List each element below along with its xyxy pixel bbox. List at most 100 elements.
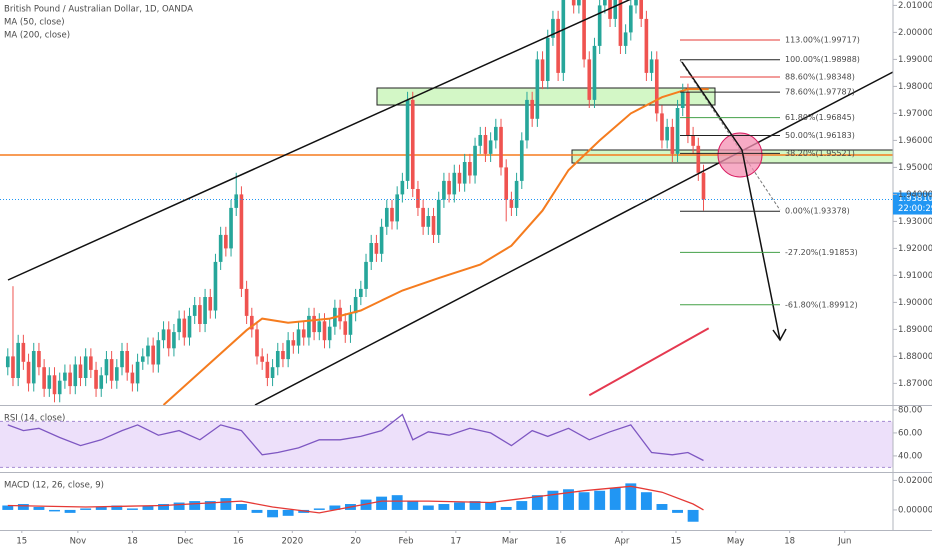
trend-line (254, 71, 893, 405)
macd-bar (625, 483, 637, 510)
candle-body (322, 321, 327, 341)
candle-body (73, 364, 78, 387)
moving-average (588, 327, 710, 397)
y-tick-label: 1.91000 (898, 271, 932, 281)
candle-body (384, 207, 389, 227)
candle-body (275, 351, 280, 368)
candle-body (182, 318, 187, 338)
fib-label: -61.80%(1.89912) (785, 300, 858, 309)
candle-body (301, 329, 306, 338)
candle-body (680, 91, 685, 108)
macd-bar (454, 502, 465, 510)
candle-body (395, 194, 399, 222)
candle-body (353, 297, 358, 314)
macd-bar (158, 504, 169, 510)
candle-body (587, 59, 592, 100)
candle-body (63, 372, 67, 381)
drawings (7, 0, 893, 405)
macd-bar (563, 489, 574, 510)
candle-body (525, 99, 529, 141)
candle-body (94, 369, 98, 389)
trend-line (7, 0, 631, 281)
candle-body (83, 356, 88, 378)
macd-bar (438, 504, 450, 510)
candle-body (608, 0, 612, 19)
candle-body (343, 321, 348, 335)
candle-body (244, 288, 249, 316)
fib-label: 100.00%(1.98988) (785, 55, 860, 64)
y-tick-label: 2.01000 (898, 1, 932, 11)
candle-body (623, 32, 628, 46)
fib-label: -27.20%(1.91853) (785, 248, 858, 257)
macd-bar (640, 492, 652, 510)
candle-body (307, 315, 311, 338)
candle-body (551, 18, 555, 38)
candle-body (618, 0, 623, 46)
candle-body (400, 180, 405, 195)
macd-bar (422, 505, 434, 510)
candle-body (78, 364, 83, 378)
candle-body (468, 162, 472, 176)
candle-body (421, 207, 425, 227)
candle-body (499, 126, 503, 168)
y-tick-label: 60.00 (898, 428, 922, 438)
x-tick-label: Apr (615, 537, 630, 547)
highlight-circle (717, 132, 763, 178)
candle-body (120, 351, 124, 368)
candle-body (665, 126, 669, 141)
macd-bar (360, 499, 372, 510)
y-tick-label: 1.93000 (898, 217, 932, 227)
candle-body (312, 315, 316, 333)
candle-body (473, 145, 477, 176)
projection-arrow (681, 61, 781, 341)
candle-body (639, 0, 644, 19)
candle-body (509, 199, 514, 208)
candle-body (16, 342, 20, 378)
candle-body (192, 305, 197, 316)
candle-body (592, 45, 597, 100)
candle-body (57, 380, 62, 395)
y-tick-label: 1.95000 (898, 163, 932, 173)
rsi-line (7, 413, 704, 462)
x-tick-label: 17 (450, 537, 461, 547)
candle-body (187, 315, 192, 338)
candle-body (577, 0, 581, 6)
countdown: 22:00:29 (898, 204, 932, 214)
candle-body (156, 340, 161, 365)
moving-average (162, 88, 709, 405)
candle-body (42, 367, 46, 389)
candle-body (426, 216, 431, 227)
macd-bar (282, 509, 294, 516)
candle-body (151, 345, 155, 365)
candle-body (317, 321, 322, 333)
x-tick-label: 16 (233, 537, 244, 547)
candle-body (26, 361, 31, 384)
candle-body (161, 329, 166, 341)
candle-body (654, 59, 659, 114)
candle-body (260, 356, 265, 362)
macd-bar (111, 505, 123, 510)
macd-bar (672, 509, 683, 513)
candle-body (390, 207, 394, 222)
macd-bar (189, 501, 201, 510)
candle-body (545, 37, 550, 81)
candle-body (494, 126, 498, 141)
candle-body (462, 162, 467, 184)
candle-body (146, 345, 150, 357)
candle-body (364, 261, 368, 289)
macd-bar (204, 501, 216, 510)
candle-body (198, 305, 202, 324)
candle-body (338, 307, 342, 322)
y-tick-label: 80.00 (898, 405, 922, 415)
candle-body (457, 172, 462, 184)
macd-bar (376, 496, 388, 510)
macd-bar (267, 509, 279, 518)
candle-body (556, 18, 560, 73)
fib-label: 61.80%(1.96845) (785, 113, 855, 122)
candle-body (89, 356, 93, 370)
arrow-head (772, 328, 787, 342)
y-tick-label: 1.98000 (898, 82, 932, 92)
candle-body (603, 0, 607, 6)
x-tick-label: 18 (784, 537, 795, 547)
last-price-label: 1.93810 (898, 194, 932, 204)
